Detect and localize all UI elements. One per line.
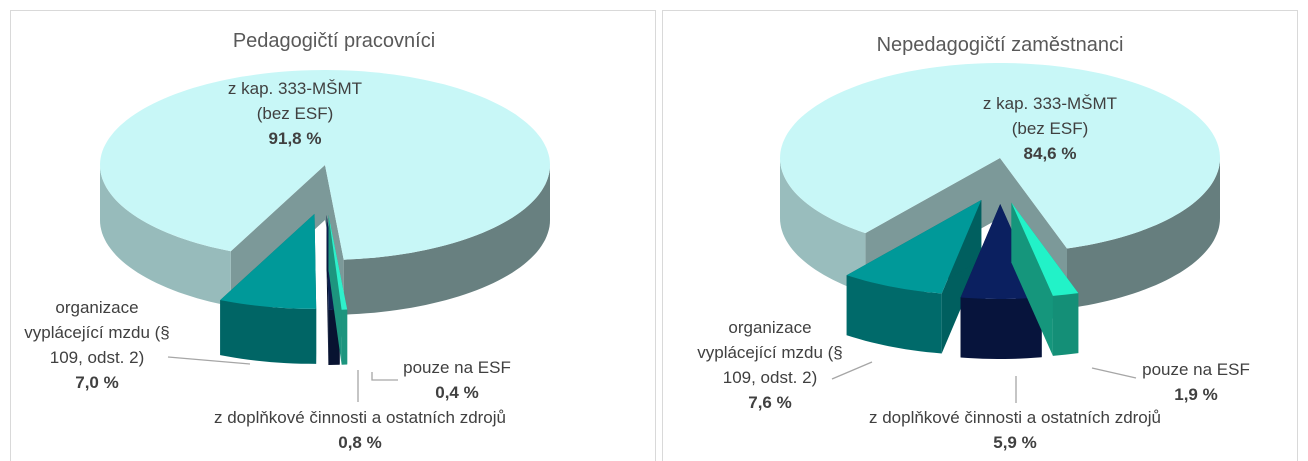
data-label: z doplňkové činnosti a ostatních zdrojů 5… [805, 405, 1225, 455]
slice [1011, 202, 1079, 356]
slice-face [328, 214, 342, 365]
data-label: pouze na ESF 0,4 % [387, 355, 527, 405]
data-label: z kap. 333-MŠMT (bez ESF) 91,8 % [210, 76, 380, 151]
category-label: z doplňkové činnosti a ostatních zdrojů [213, 408, 506, 427]
leader-line [167, 356, 251, 365]
slice [846, 200, 982, 294]
category-label: z kap. 333-MŠMT (bez ESF) [982, 94, 1118, 138]
slice [780, 63, 1220, 249]
category-label: pouze na ESF [1142, 360, 1250, 379]
panel [662, 10, 1298, 461]
slice [220, 213, 317, 309]
slice-side [220, 300, 317, 364]
slice-side [846, 275, 942, 354]
slice [220, 213, 317, 364]
leader-line [1091, 367, 1137, 379]
slice-side [780, 158, 866, 294]
value-label: 1,9 % [1174, 385, 1218, 404]
slice-side [1067, 158, 1220, 309]
slice [1011, 202, 1079, 296]
leader-lines [167, 356, 1137, 403]
category-label: pouze na ESF [403, 358, 511, 377]
panel [10, 10, 656, 461]
value-label: 7,0 % [75, 373, 119, 392]
value-label: 5,9 % [993, 433, 1037, 452]
leader-line [831, 361, 873, 380]
slice-side [1052, 293, 1079, 356]
slice [100, 70, 550, 315]
category-label: z doplňkové činnosti a ostatních zdrojů [868, 408, 1161, 427]
value-label: 0,8 % [338, 433, 382, 452]
leader-line [371, 372, 398, 381]
value-label: 0,4 % [435, 383, 479, 402]
chart-title: Nepedagogičtí zaměstnanci [876, 34, 1124, 56]
category-label: z kap. 333-MŠMT (bez ESF) [227, 79, 363, 123]
chart-title: Pedagogičtí pracovníci [232, 30, 436, 52]
value-label: 7,6 % [748, 393, 792, 412]
slice-face [1011, 202, 1053, 356]
data-label: z kap. 333-MŠMT (bez ESF) 84,6 % [965, 91, 1135, 166]
slice [328, 214, 348, 310]
value-label: 84,6 % [1023, 144, 1077, 163]
data-label: z doplňkové činnosti a ostatních zdrojů 0… [150, 405, 570, 455]
slice [328, 214, 348, 365]
data-label: pouze na ESF 1,9 % [1126, 357, 1266, 407]
slice-side [100, 165, 231, 307]
slice-side [343, 165, 550, 315]
category-label: organizace vyplácející mzdu (§ 109, odst… [24, 298, 170, 367]
slice [100, 70, 550, 260]
slice [846, 200, 982, 354]
slice-face [326, 215, 329, 365]
category-label: organizace vyplácející mzdu (§ 109, odst… [697, 318, 843, 387]
slice-side [341, 309, 348, 365]
value-label: 91,8 % [268, 129, 322, 148]
data-label: organizace vyplácející mzdu (§ 109, odst… [22, 295, 172, 395]
data-label: organizace vyplácející mzdu (§ 109, odst… [695, 315, 845, 415]
slice-side [960, 297, 1042, 359]
